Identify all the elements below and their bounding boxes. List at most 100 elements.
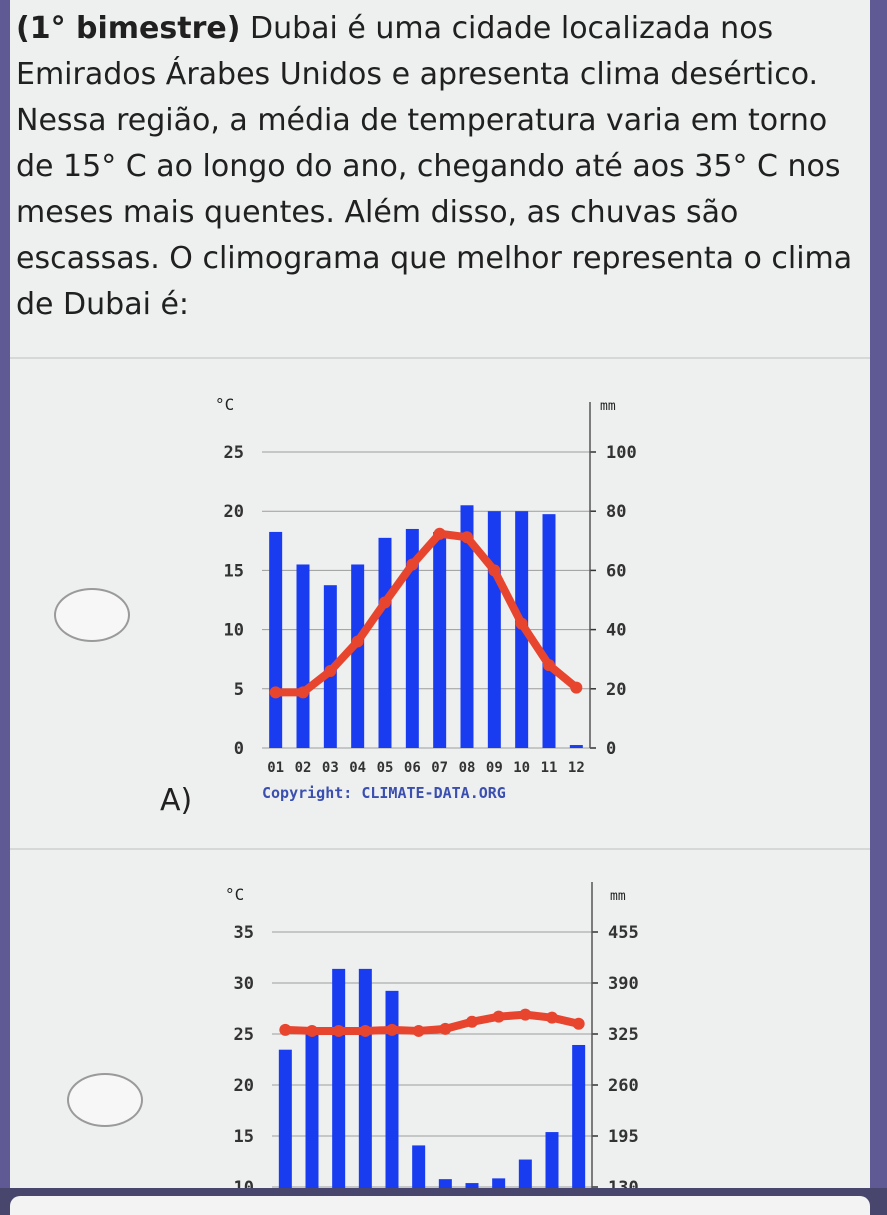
right-tick-label: 100 bbox=[606, 443, 637, 463]
bottom-panel bbox=[10, 1196, 870, 1215]
bottom-bar bbox=[0, 1188, 887, 1215]
precipitation-bar bbox=[269, 531, 283, 748]
right-unit-label: mm bbox=[600, 399, 616, 414]
temperature-point bbox=[306, 1024, 318, 1037]
left-tick-label: 0 bbox=[234, 739, 244, 759]
question-body: Dubai é uma cidade localizada nos Emirad… bbox=[16, 11, 853, 322]
precipitation-bar bbox=[492, 1178, 506, 1188]
question-text: (1° bimestre) Dubai é uma cidade localiz… bbox=[16, 6, 866, 328]
copyright-label: Copyright: CLIMATE-DATA.ORG bbox=[262, 784, 506, 802]
temperature-point bbox=[379, 596, 391, 609]
right-tick-label: 260 bbox=[608, 1076, 639, 1096]
temperature-point bbox=[406, 558, 419, 571]
precipitation-bar bbox=[465, 1183, 479, 1188]
month-tick-label: 04 bbox=[349, 760, 366, 776]
option-b-climogram[interactable]: °C mm 10 15 20 25 30 35 130 195 260 325 390 455 bbox=[200, 870, 670, 1188]
right-tick-label: 20 bbox=[606, 680, 626, 700]
month-tick-label: 05 bbox=[377, 760, 394, 776]
right-tick-label: 325 bbox=[608, 1025, 639, 1045]
precipitation-bar bbox=[438, 1179, 452, 1188]
right-tick-label: 455 bbox=[608, 923, 639, 943]
left-tick-label: 35 bbox=[234, 923, 254, 943]
temperature-point bbox=[297, 686, 309, 699]
temperature-point bbox=[269, 686, 282, 699]
temperature-line bbox=[281, 1010, 583, 1035]
left-tick-label: 25 bbox=[234, 1025, 254, 1045]
temperature-point bbox=[412, 1024, 425, 1037]
precipitation-bar bbox=[433, 531, 447, 748]
right-tick-label: 60 bbox=[606, 561, 626, 581]
temperature-line bbox=[271, 529, 581, 697]
temperature-point bbox=[433, 527, 446, 540]
left-tick-label: 30 bbox=[234, 974, 254, 994]
right-tick-label: 80 bbox=[606, 502, 626, 522]
temperature-point bbox=[488, 564, 501, 577]
right-tick-label: 0 bbox=[606, 739, 616, 759]
precipitation-bar bbox=[412, 1145, 426, 1188]
left-tick-label: 20 bbox=[234, 1076, 254, 1096]
question-card: (1° bimestre) Dubai é uma cidade localiz… bbox=[10, 0, 870, 1188]
precipitation-bar bbox=[572, 1044, 586, 1188]
month-tick-label: 12 bbox=[568, 760, 585, 776]
left-tick-label: 10 bbox=[234, 1178, 254, 1188]
temperature-point bbox=[570, 681, 583, 694]
temperature-point bbox=[332, 1024, 345, 1037]
precipitation-bar bbox=[460, 505, 474, 748]
month-tick-label: 06 bbox=[404, 760, 421, 776]
left-tick-label: 25 bbox=[224, 443, 244, 463]
precipitation-bar bbox=[405, 528, 419, 748]
temperature-point bbox=[543, 659, 555, 672]
month-tick-label: 11 bbox=[541, 760, 558, 776]
left-tick-label: 10 bbox=[224, 621, 244, 641]
left-tick-label: 20 bbox=[224, 502, 244, 522]
precipitation-bar bbox=[358, 968, 372, 1188]
month-tick-label: 02 bbox=[295, 760, 312, 776]
precipitation-bar bbox=[545, 1132, 559, 1188]
divider bbox=[10, 848, 870, 850]
temperature-point bbox=[324, 665, 337, 678]
left-tick-label: 15 bbox=[224, 561, 244, 581]
temperature-point bbox=[492, 1010, 505, 1023]
precipitation-bar bbox=[487, 511, 501, 748]
temperature-point bbox=[351, 635, 364, 648]
precipitation-bar bbox=[542, 514, 556, 748]
right-tick-label: 130 bbox=[608, 1178, 639, 1188]
temperature-point bbox=[386, 1023, 398, 1036]
temperature-point bbox=[519, 1008, 532, 1021]
left-unit-label: °C bbox=[225, 885, 244, 904]
left-tick-label: 15 bbox=[234, 1127, 254, 1147]
question-prefix: (1° bimestre) bbox=[16, 11, 241, 46]
precipitation-bar bbox=[332, 968, 346, 1188]
month-tick-label: 08 bbox=[459, 760, 476, 776]
option-a-radio[interactable] bbox=[54, 588, 130, 642]
option-a-label: A) bbox=[160, 783, 193, 818]
precipitation-bar bbox=[296, 564, 310, 748]
precipitation-bar bbox=[378, 537, 392, 748]
month-tick-label: 07 bbox=[431, 760, 448, 776]
month-tick-label: 10 bbox=[513, 760, 530, 776]
temperature-point bbox=[572, 1017, 585, 1030]
precipitation-bar bbox=[385, 990, 399, 1188]
temperature-point bbox=[359, 1024, 372, 1037]
month-tick-label: 03 bbox=[322, 760, 339, 776]
month-tick-label: 09 bbox=[486, 760, 503, 776]
right-tick-label: 195 bbox=[608, 1127, 639, 1147]
temperature-point bbox=[466, 1015, 478, 1028]
temperature-point bbox=[279, 1023, 292, 1036]
month-tick-label: 01 bbox=[267, 760, 284, 776]
option-b-radio[interactable] bbox=[67, 1073, 143, 1127]
precipitation-bar bbox=[305, 1034, 319, 1188]
temperature-point bbox=[461, 531, 473, 544]
precipitation-bar bbox=[518, 1159, 532, 1188]
temperature-point bbox=[439, 1022, 452, 1035]
precipitation-bar bbox=[351, 564, 365, 748]
divider bbox=[10, 357, 870, 359]
precipitation-bar bbox=[278, 1049, 292, 1188]
temperature-point bbox=[515, 617, 528, 630]
precipitation-bar bbox=[569, 745, 583, 748]
temperature-point bbox=[546, 1011, 558, 1024]
right-unit-label: mm bbox=[610, 889, 626, 904]
right-tick-label: 40 bbox=[606, 621, 626, 641]
right-tick-label: 390 bbox=[608, 974, 639, 994]
